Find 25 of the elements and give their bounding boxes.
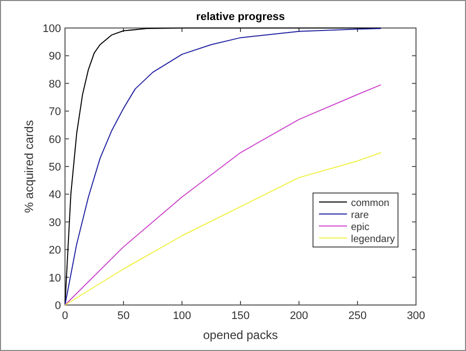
x-tick-label: 250: [348, 310, 367, 322]
chart-title: relative progress: [196, 11, 285, 23]
y-tick-label: 90: [48, 50, 61, 63]
y-tick-label: 40: [48, 189, 61, 202]
y-tick-label: 30: [48, 216, 61, 229]
x-tick-label: 0: [62, 310, 68, 322]
y-tick-label: 20: [48, 244, 61, 257]
x-tick-label: 300: [406, 310, 426, 322]
legend-label: epic: [351, 222, 370, 233]
y-tick-label: 60: [48, 134, 61, 146]
y-axis-title: % acquired cards: [22, 120, 36, 213]
y-tick-label: 10: [48, 272, 61, 284]
x-tick-label: 50: [117, 310, 130, 322]
y-tick-label: 70: [48, 106, 61, 118]
y-tick-label: 80: [48, 78, 61, 90]
legend-label: common: [351, 198, 390, 209]
y-tick-label: 100: [42, 23, 61, 35]
x-tick-label: 100: [172, 310, 192, 322]
legend-label: legendary: [351, 234, 395, 245]
y-tick-label: 50: [48, 162, 61, 174]
x-tick-label: 150: [231, 310, 250, 322]
x-tick-label: 200: [290, 310, 308, 322]
y-tick-label: 0: [54, 300, 61, 312]
x-axis-title: opened packs: [203, 328, 278, 342]
legend-label: rare: [351, 210, 370, 221]
